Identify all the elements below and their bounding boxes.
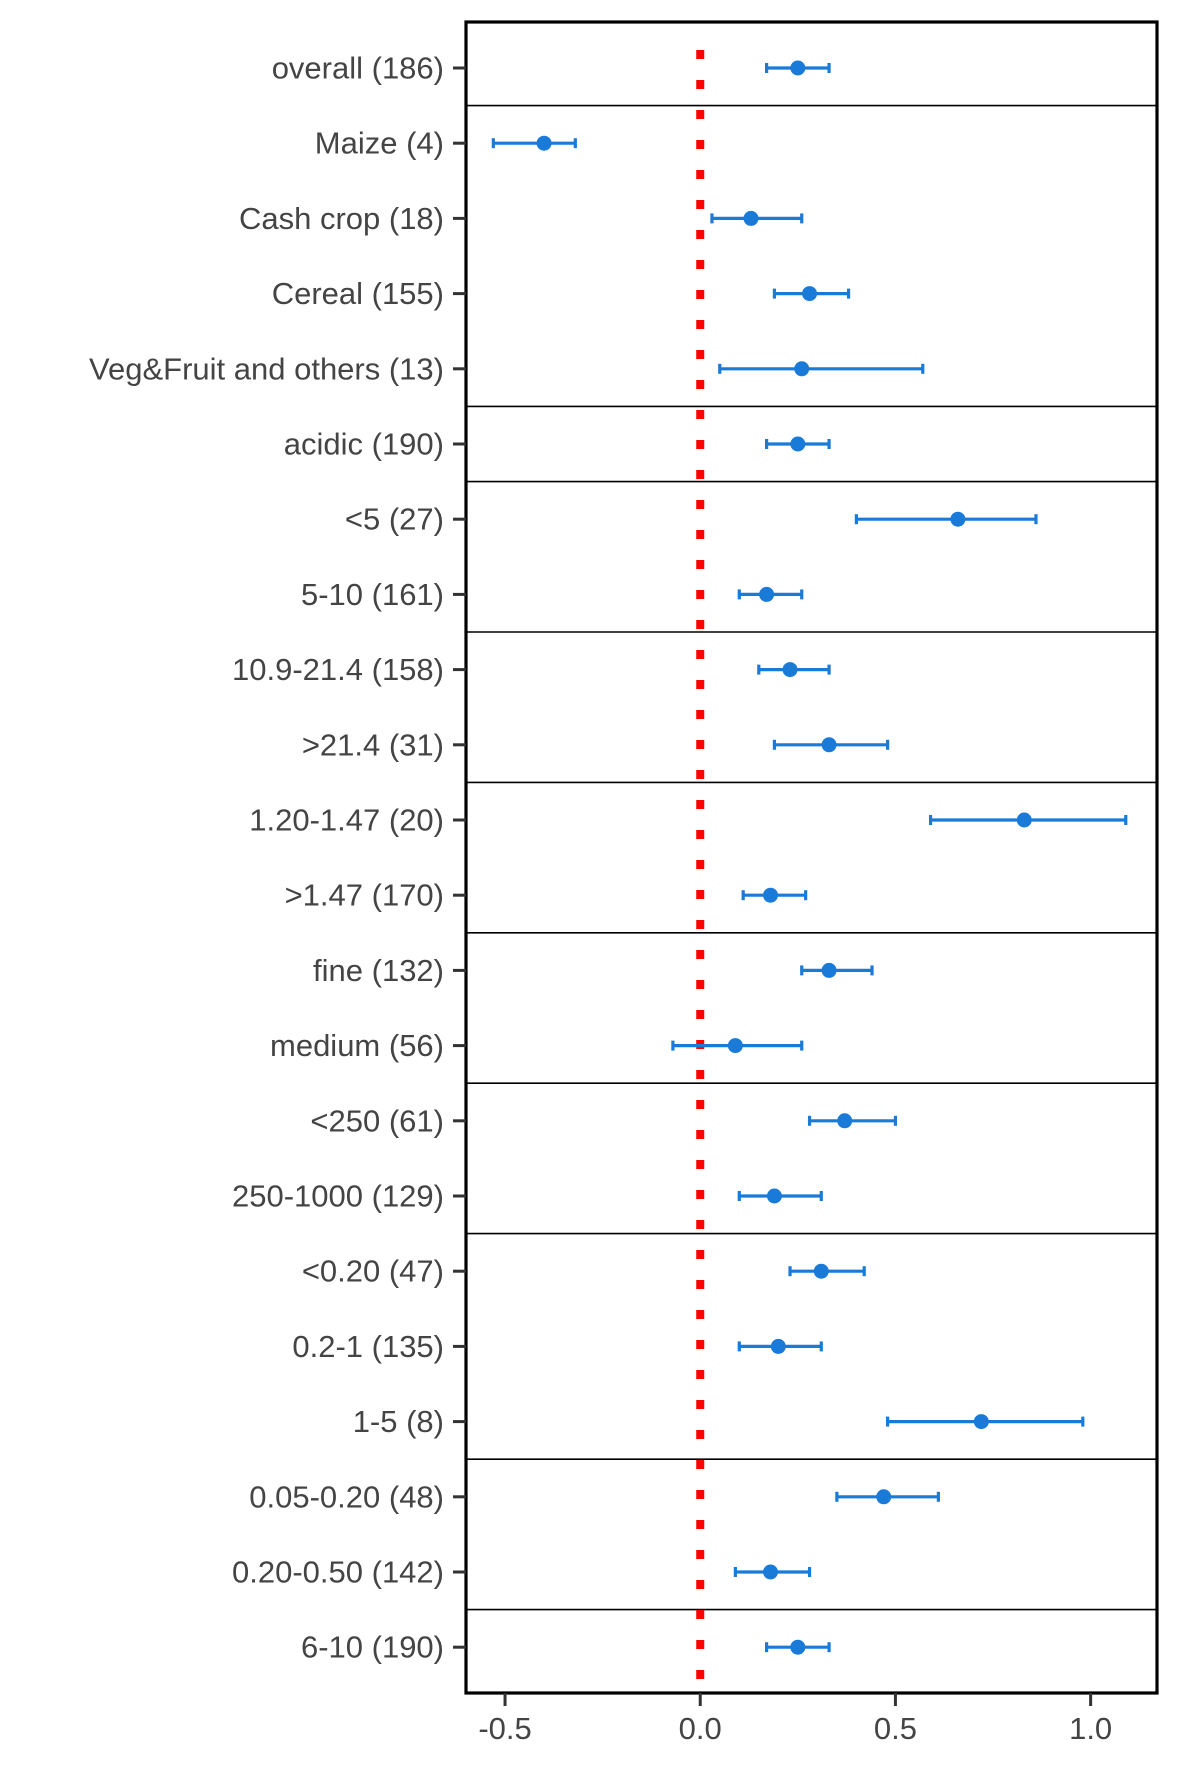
data-row [788,1263,866,1279]
estimate-point [802,286,818,302]
data-row [928,812,1128,828]
y-tick-label: <5 (27) [345,502,444,537]
y-tick-label: 6-10 (190) [301,1630,444,1665]
data-row [491,135,577,151]
y-tick-label: >21.4 (31) [302,727,444,762]
y-tick-label: Veg&Fruit and others (13) [89,351,444,386]
estimate-point [821,737,837,753]
y-tick-label: acidic (190) [284,427,444,462]
estimate-point [763,887,779,903]
data-row [765,436,831,452]
estimate-point [759,586,775,602]
estimate-point [766,1188,782,1204]
x-tick-label: -0.5 [478,1711,531,1746]
estimate-point [973,1414,989,1430]
estimate-point [790,436,806,452]
y-tick-label: Cereal (155) [272,276,444,311]
x-tick-label: 1.0 [1069,1711,1112,1746]
estimate-point [790,60,806,76]
data-row [741,887,808,903]
estimate-point [770,1338,786,1354]
estimate-point [536,135,552,151]
estimate-point [727,1038,743,1054]
data-row [710,210,804,226]
estimate-point [813,1263,829,1279]
data-row [772,737,890,753]
data-row [835,1489,940,1505]
estimate-point [950,511,966,527]
estimate-point [790,1639,806,1655]
estimate-point [743,210,759,226]
y-tick-label: <0.20 (47) [302,1254,444,1289]
y-tick-label: fine (132) [313,953,444,988]
y-tick-label: 0.2-1 (135) [292,1329,444,1364]
data-row [765,60,831,76]
estimate-point [837,1113,853,1129]
y-tick-label: overall (186) [272,51,444,86]
y-tick-label: 5-10 (161) [301,577,444,612]
estimate-point [794,361,810,377]
data-row [737,1338,823,1354]
data-row [757,662,831,678]
data-row [854,511,1038,527]
y-tick-label: 0.05-0.20 (48) [249,1479,444,1514]
y-tick-label: 1-5 (8) [353,1404,444,1439]
estimate-point [1016,812,1032,828]
data-row [737,586,804,602]
estimate-point [876,1489,892,1505]
plot-border [464,20,1159,1695]
x-tick-label: 0.0 [679,1711,722,1746]
y-tick-label: 10.9-21.4 (158) [232,652,444,687]
y-tick-label: Maize (4) [315,126,444,161]
data-row [772,286,851,302]
estimate-point [821,962,837,978]
estimate-point [763,1564,779,1580]
data-row [800,962,874,978]
plot-panel [466,22,1157,1693]
y-tick-label: >1.47 (170) [285,878,444,913]
y-tick-label: 0.20-0.50 (142) [232,1555,444,1590]
data-row [737,1188,823,1204]
y-tick-label: <250 (61) [310,1103,444,1138]
y-tick-label: 1.20-1.47 (20) [249,803,444,838]
estimate-point [782,662,798,678]
data-row [765,1639,831,1655]
data-row [671,1038,804,1054]
data-row [733,1564,812,1580]
y-tick-label: 250-1000 (129) [232,1179,444,1214]
data-row [886,1414,1085,1430]
x-tick-label: 0.5 [874,1711,917,1746]
y-tick-label: medium (56) [270,1028,444,1063]
y-tick-label: Cash crop (18) [239,201,444,236]
data-row [807,1113,898,1129]
data-row [718,361,925,377]
